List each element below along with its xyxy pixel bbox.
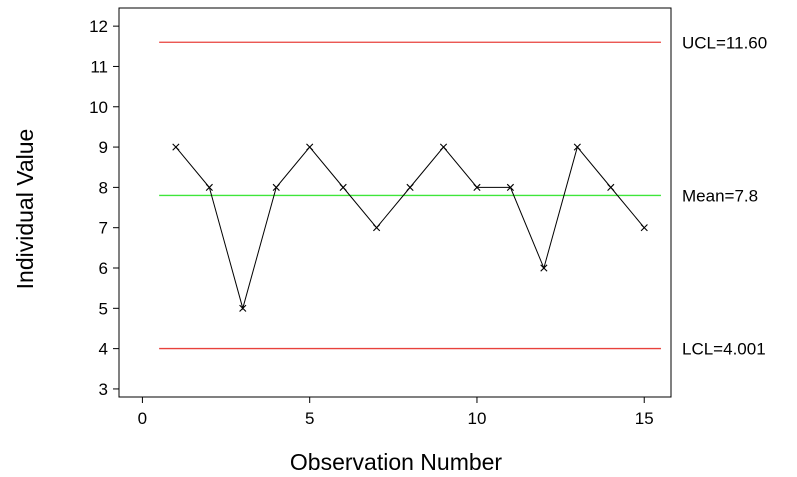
axis-titles: Observation Number Individual Value xyxy=(12,129,502,475)
x-axis-title: Observation Number xyxy=(290,449,503,475)
ucl-label: UCL=11.60 xyxy=(682,33,767,52)
data-point xyxy=(339,183,347,191)
x-tick-label: 15 xyxy=(635,409,654,428)
data-point xyxy=(573,143,581,151)
data-point xyxy=(272,183,280,191)
data-point xyxy=(239,304,247,312)
axes: 3 4 5 6 7 8 9 10 11 12 0 5 10 15 xyxy=(89,17,654,428)
data-point xyxy=(373,224,381,232)
data-point xyxy=(172,143,180,151)
data-point xyxy=(205,183,213,191)
data-point xyxy=(306,143,314,151)
data-point xyxy=(439,143,448,151)
x-tick-label: 10 xyxy=(468,409,487,428)
data-series xyxy=(172,143,648,312)
mean-label: Mean=7.8 xyxy=(682,186,758,205)
data-point xyxy=(640,224,648,232)
y-tick-label: 4 xyxy=(99,340,108,359)
y-tick-label: 6 xyxy=(99,259,108,278)
plot-area xyxy=(118,7,672,398)
data-point xyxy=(540,264,548,272)
y-tick-label: 7 xyxy=(99,219,108,238)
y-tick-label: 10 xyxy=(89,98,108,117)
y-tick-label: 3 xyxy=(99,380,108,399)
y-axis-title: Individual Value xyxy=(12,129,38,290)
x-tick-label: 0 xyxy=(138,409,147,428)
data-point xyxy=(473,183,481,191)
y-tick-label: 8 xyxy=(99,178,108,197)
y-tick-label: 5 xyxy=(99,299,108,318)
control-limit-lines: UCL=11.60 Mean=7.8 LCL=4.001 xyxy=(159,33,767,359)
y-tick-label: 12 xyxy=(89,17,108,36)
data-point xyxy=(506,183,515,191)
y-tick-label: 11 xyxy=(90,57,108,76)
plot-frame xyxy=(118,7,672,398)
y-tick-label: 9 xyxy=(99,138,108,157)
data-point xyxy=(406,183,414,191)
x-tick-label: 5 xyxy=(305,409,314,428)
lcl-label: LCL=4.001 xyxy=(682,340,766,359)
data-point xyxy=(607,183,615,191)
